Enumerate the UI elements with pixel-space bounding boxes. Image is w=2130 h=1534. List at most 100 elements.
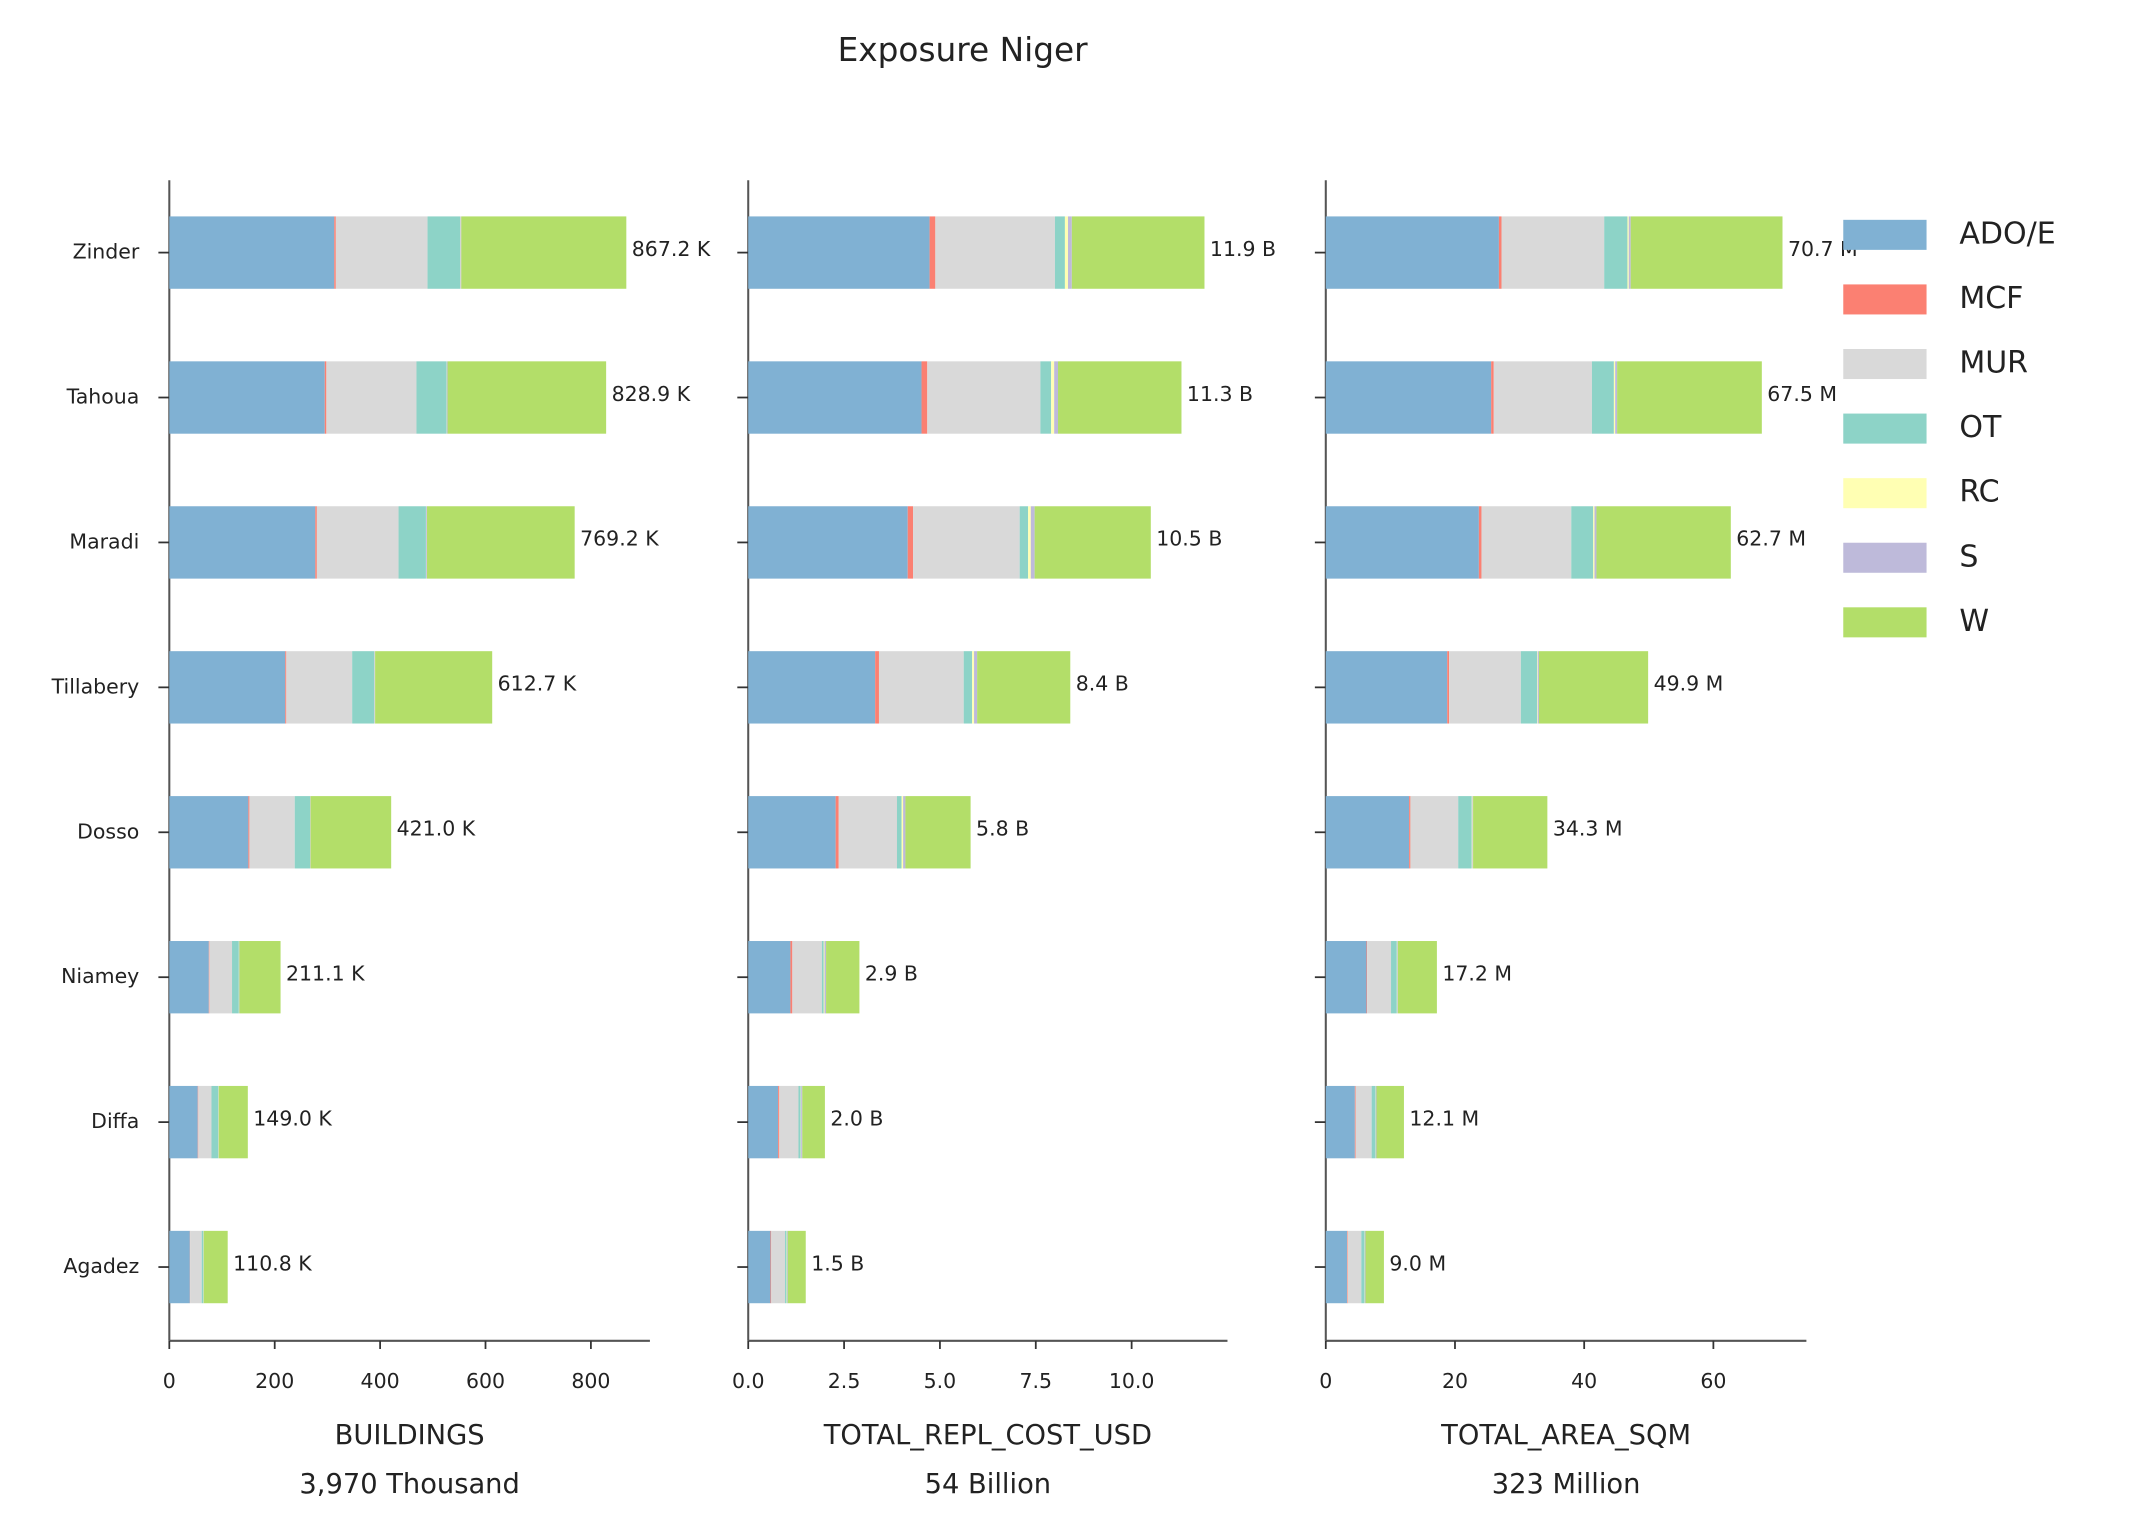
bar-segment (1391, 941, 1397, 1014)
x-axis-label: TOTAL_REPL_COST_USD (823, 1420, 1152, 1451)
bar-segment (748, 216, 930, 289)
bar-segment (1325, 1085, 1355, 1159)
bar-segment (169, 506, 316, 579)
legend-label: ADO/E (1959, 216, 2055, 251)
bar-segment (824, 941, 827, 1014)
bar-segment (460, 216, 462, 289)
bar-segment (1447, 651, 1450, 724)
bar-segment (232, 941, 239, 1014)
x-tick-label: 200 (255, 1369, 294, 1393)
bar-segment (211, 1085, 219, 1159)
bar-segment (1355, 1085, 1372, 1159)
bar-segment (447, 361, 607, 434)
legend-label: RC (1959, 475, 1999, 510)
bar-segment (801, 1085, 803, 1159)
bar-segment (748, 651, 876, 724)
total-label: 2.9 B (865, 961, 918, 985)
bar-segment (1064, 216, 1068, 289)
x-tick-label: 800 (571, 1369, 610, 1393)
bar-segment (1591, 361, 1614, 434)
bar-segment (315, 506, 317, 579)
total-label: 11.3 B (1187, 382, 1253, 406)
bar-segment (1615, 361, 1618, 434)
bar-segment (218, 1085, 248, 1159)
bar-segment (977, 651, 1071, 724)
bar-segment (907, 506, 914, 579)
bar-segment (771, 1230, 786, 1304)
bar-segment (1325, 651, 1448, 724)
bar-segment (1593, 506, 1595, 579)
bar-segment (1628, 216, 1631, 289)
legend-swatch (1843, 478, 1927, 509)
total-label: 34.3 M (1553, 817, 1623, 841)
bar-segment (1409, 796, 1411, 869)
legend-label: S (1959, 539, 1978, 574)
bar-segment (821, 941, 824, 1014)
legend-swatch (1843, 607, 1927, 638)
bar-segment (1627, 216, 1629, 289)
x-tick-label: 600 (466, 1369, 505, 1393)
bar-segment (326, 361, 417, 434)
bar-segment (963, 651, 973, 724)
x-axis-label: BUILDINGS (335, 1420, 485, 1451)
bar-segment (239, 941, 281, 1014)
bar-segment (1325, 796, 1410, 869)
bar-segment (1054, 216, 1065, 289)
bar-segment (1481, 506, 1572, 579)
bar-segment (1034, 506, 1151, 579)
bar-segment (826, 941, 860, 1014)
total-label: 2.0 B (830, 1106, 883, 1130)
x-tick-label: 10.0 (1109, 1369, 1155, 1393)
bar-segment (1604, 216, 1628, 289)
y-tick-label: Agadez (63, 1254, 139, 1278)
bar-segment (1473, 796, 1548, 869)
bar-segment (1501, 216, 1605, 289)
bar-segment (1471, 796, 1473, 869)
x-tick-label: 60 (1700, 1369, 1726, 1393)
bar-segment (375, 651, 493, 724)
bar-segment (169, 361, 325, 434)
bar-segment (1051, 361, 1055, 434)
total-label: 769.2 K (580, 527, 659, 551)
bar-segment (169, 1230, 190, 1304)
bar-segment (1030, 506, 1035, 579)
bar-segment (427, 506, 575, 579)
legend-swatch (1843, 542, 1927, 573)
bar-segment (1491, 361, 1494, 434)
total-label: 49.9 M (1654, 672, 1724, 696)
bar-segment (1449, 651, 1521, 724)
bar-segment (748, 1230, 771, 1304)
bar-segment (1630, 216, 1783, 289)
bar-segment (786, 1230, 788, 1304)
bar-segment (823, 941, 825, 1014)
total-label: 8.4 B (1076, 672, 1129, 696)
bar-segment (461, 216, 627, 289)
bar-segment (790, 941, 793, 1014)
bar-segment (748, 941, 791, 1014)
bar-segment (1367, 941, 1392, 1014)
bar-segment (1594, 506, 1597, 579)
bar-segment (835, 796, 839, 869)
bar-segment (1365, 1230, 1384, 1304)
bar-segment (1354, 1085, 1356, 1159)
bar-segment (1371, 1085, 1376, 1159)
legend-label: OT (1959, 410, 2002, 445)
x-axis-total: 3,970 Thousand (299, 1469, 519, 1500)
bar-segment (209, 941, 233, 1014)
bar-segment (208, 941, 210, 1014)
bar-segment (1478, 506, 1482, 579)
bar-segment (426, 506, 428, 579)
bar-segment (334, 216, 336, 289)
bar-segment (1410, 796, 1459, 869)
y-tick-label: Tahoua (66, 385, 140, 409)
bar-segment (169, 651, 286, 724)
legend-swatch (1843, 348, 1927, 380)
bar-segment (352, 651, 375, 724)
y-tick-label: Niamey (61, 964, 139, 988)
bar-segment (1054, 361, 1059, 434)
legend-swatch (1843, 219, 1927, 250)
x-tick-label: 0.0 (732, 1369, 765, 1393)
legend-label: MCF (1959, 281, 2023, 316)
bar-segment (1498, 216, 1502, 289)
